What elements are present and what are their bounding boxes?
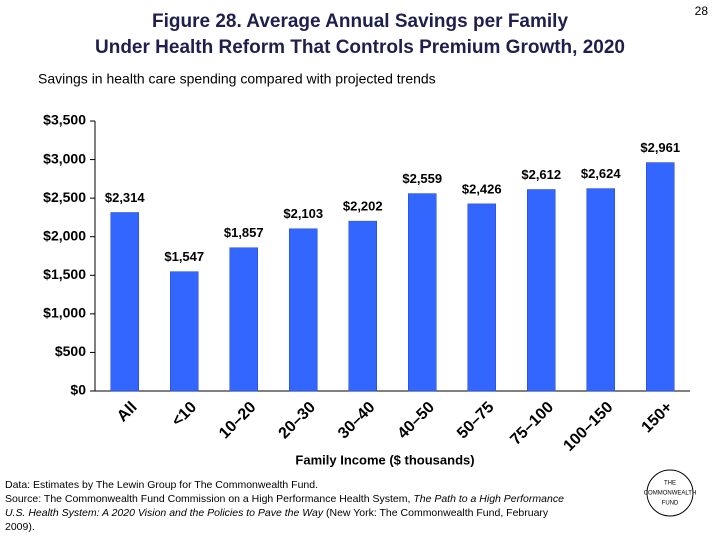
- source-text: (New York: The Commonwealth Fund, Februa…: [5, 507, 549, 533]
- x-tick-label: 50–75: [454, 399, 498, 443]
- value-label: $2,559: [402, 171, 442, 186]
- bar: [646, 162, 675, 392]
- x-tick-label: 100–150: [560, 399, 616, 455]
- logo-text: FUND: [662, 501, 679, 507]
- source-text: Source: The Commonwealth Fund Commission…: [5, 493, 414, 505]
- value-label: $2,426: [462, 181, 502, 196]
- bar: [289, 228, 318, 392]
- x-tick-label: 20–30: [276, 399, 320, 443]
- y-tick-label: $500: [55, 343, 86, 359]
- x-tick-label: 150+: [639, 399, 677, 437]
- y-tick-label: $0: [70, 382, 86, 398]
- chart-title-line: Under Health Reform That Controls Premiu…: [95, 37, 625, 58]
- value-label: $2,624: [581, 166, 622, 181]
- footnote: Data: Estimates by The Lewin Group for T…: [5, 478, 565, 534]
- bar: [527, 189, 556, 392]
- y-tick-label: $1,500: [43, 266, 86, 282]
- bar: [586, 188, 615, 392]
- x-tick-label: 75–100: [507, 399, 557, 449]
- chart-subtitle: Savings in health care spending compared…: [38, 71, 436, 87]
- bar: [348, 220, 377, 392]
- value-label: $2,202: [343, 199, 383, 214]
- x-tick-label: <10: [169, 399, 200, 430]
- bar: [229, 247, 258, 392]
- x-tick-label: 10–20: [216, 399, 260, 443]
- bar: [170, 271, 199, 392]
- value-label: $1,857: [224, 225, 264, 240]
- value-label: $2,314: [105, 190, 146, 205]
- y-tick-label: $2,000: [43, 227, 86, 243]
- y-tick-label: $2,500: [43, 189, 86, 205]
- logo: THE COMMONWEALTH FUND: [644, 469, 697, 517]
- logo-ring: [646, 469, 694, 517]
- source-title: The Path to a High Performance U.S. Heal…: [5, 493, 564, 519]
- chart-title-line: Figure 28. Average Annual Savings per Fa…: [152, 11, 568, 32]
- bar: [467, 203, 496, 392]
- x-tick-label: 30–40: [335, 399, 379, 443]
- x-tick-label: All: [114, 399, 140, 425]
- y-tick-label: $1,000: [43, 305, 86, 321]
- x-axis-label: Family Income ($ thousands): [295, 452, 474, 467]
- y-tick-label: $3,000: [43, 150, 86, 166]
- value-label: $1,547: [164, 249, 204, 264]
- value-label: $2,961: [640, 140, 680, 155]
- bar: [408, 193, 437, 392]
- x-tick-label: 40–50: [395, 399, 439, 443]
- bar: [110, 212, 139, 392]
- value-label: $2,103: [283, 206, 323, 221]
- value-label: $2,612: [521, 167, 561, 182]
- logo-text: COMMONWEALTH: [644, 491, 697, 497]
- data-note: Data: Estimates by The Lewin Group for T…: [5, 479, 319, 491]
- logo-text: THE: [664, 481, 676, 487]
- y-tick-label: $3,500: [43, 112, 86, 128]
- source-note: Source: The Commonwealth Fund Commission…: [5, 492, 565, 534]
- page-number: 28: [695, 4, 709, 18]
